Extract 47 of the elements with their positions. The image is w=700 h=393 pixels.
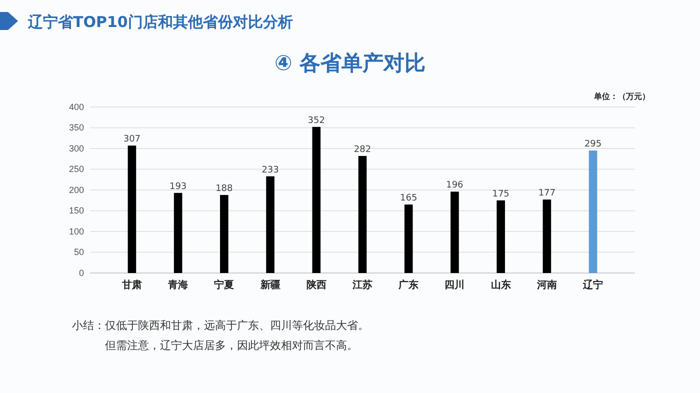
- bar: [266, 176, 274, 273]
- bar: [496, 200, 505, 273]
- y-tick-label: 400: [68, 102, 84, 112]
- data-label: 188: [216, 184, 234, 194]
- y-tick-label: 50: [74, 247, 84, 258]
- x-tick-label: 陕西: [306, 279, 326, 292]
- y-tick-label: 200: [68, 184, 84, 195]
- chart-title: 辽宁省TOP10门店和其他省份对比分析: [27, 13, 293, 31]
- text: 但需注意，辽宁大店居多，因此坪效相对而言不高。: [105, 339, 358, 352]
- chart-subtitle: ④ 各省单产对比: [274, 51, 426, 75]
- y-tick-label: 300: [68, 143, 84, 154]
- y-tick-label: 250: [68, 164, 84, 174]
- x-tick-label: 甘肃: [120, 279, 142, 292]
- x-tick-label: 宁夏: [214, 279, 234, 292]
- bar: [542, 200, 552, 273]
- y-tick-label: 350: [68, 122, 84, 133]
- bar: [128, 146, 136, 273]
- data-label: 233: [262, 165, 279, 176]
- bar: [358, 156, 367, 273]
- data-label: 295: [584, 140, 602, 150]
- y-tick-label: 0: [78, 268, 84, 278]
- x-tick-label: 新疆: [259, 279, 280, 292]
- data-label: 196: [446, 180, 464, 191]
- data-label: 352: [308, 116, 325, 126]
- bar: [220, 194, 228, 273]
- x-tick-label: 四川: [444, 279, 465, 292]
- bar: [404, 204, 413, 273]
- y-tick-label: 150: [68, 206, 84, 216]
- text: 小结：仅低于陕西和甘肃，远高于广东、四川等化妆品大省。: [72, 319, 369, 332]
- y-axis-title: 单位：（万元）: [593, 92, 650, 101]
- bar: [450, 192, 459, 273]
- x-tick-label: 山东: [490, 279, 511, 292]
- data-label: 165: [400, 194, 418, 204]
- x-tick-label: 辽宁: [582, 279, 604, 292]
- x-tick-label: 河南: [536, 279, 557, 292]
- bar: [588, 150, 598, 273]
- y-tick-label: 100: [68, 226, 84, 236]
- bar: [174, 192, 182, 273]
- x-tick-label: 广东: [398, 279, 419, 292]
- data-label: 282: [354, 144, 372, 155]
- data-label: 193: [169, 182, 187, 192]
- x-tick-label: 青海: [167, 279, 188, 292]
- x-tick-label: 江苏: [352, 279, 372, 292]
- data-label: 175: [492, 189, 510, 200]
- bar: [312, 126, 321, 273]
- data-label: 177: [538, 188, 556, 199]
- data-label: 307: [123, 134, 141, 145]
